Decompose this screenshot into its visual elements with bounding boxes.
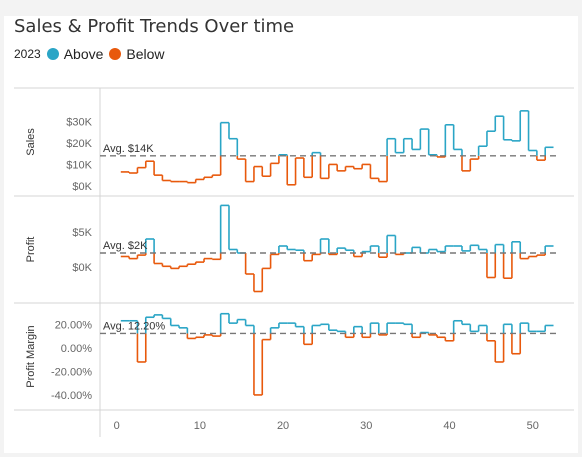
profit-average-label: Avg. $2K [103,240,148,252]
legend: 2023 Above Below [14,46,171,62]
x-tick-label: 40 [443,420,455,432]
profit-tick-label: $0K [72,262,92,274]
legend-item-below[interactable]: Below [109,46,165,62]
profit-margin-tick-label: 20.00% [55,319,93,331]
sales-tick-label: $20K [66,138,92,150]
x-tick-label: 0 [114,420,120,432]
profit-axis-title: Profit [25,237,37,263]
legend-label-above: Above [63,46,104,62]
x-tick-label: 30 [360,420,372,432]
profit-margin-average-label: Avg. 12.20% [103,320,165,332]
legend-dot-above [46,48,59,60]
x-tick-label: 10 [194,420,206,432]
x-tick-label: 20 [277,420,289,432]
legend-label-below: Below [126,46,165,62]
profit-margin-tick-label: -20.00% [51,366,92,378]
legend-dot-below [109,48,122,60]
page-title: Sales & Profit Trends Over time [14,16,295,37]
profit-margin-tick-label: -40.00% [51,390,92,402]
legend-year: 2023 [14,47,41,61]
x-tick-label: 50 [527,420,539,432]
profit-tick-label: $5K [72,227,92,239]
sales-axis-title: Sales [25,128,37,156]
profit-margin-tick-label: 0.00% [61,343,92,355]
legend-item-above[interactable]: Above [46,46,104,62]
sales-tick-label: $30K [66,117,92,129]
sales-tick-label: $10K [66,159,92,171]
sales-tick-label: $0K [72,181,92,193]
profit-margin-axis-title: Profit Margin [25,325,37,387]
sales-average-label: Avg. $14K [103,143,154,155]
